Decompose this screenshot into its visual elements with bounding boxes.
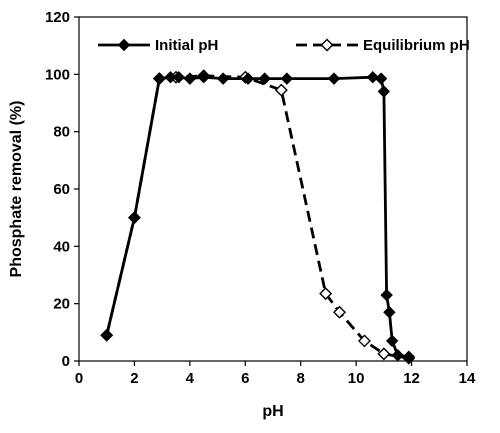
data-point bbox=[383, 306, 396, 319]
data-point bbox=[258, 72, 271, 85]
plot-frame bbox=[78, 16, 468, 362]
legend-item-equilibrium-ph: Equilibrium pH bbox=[296, 37, 470, 54]
series-equilibrium-ph bbox=[100, 69, 416, 365]
data-point bbox=[274, 83, 288, 97]
data-point bbox=[100, 328, 113, 342]
legend: Initial pH Equilibrium pH bbox=[98, 37, 470, 54]
x-tick-label: 2 bbox=[130, 370, 138, 387]
data-point bbox=[377, 347, 391, 361]
x-tick-label: 0 bbox=[75, 370, 83, 387]
data-point bbox=[280, 72, 294, 85]
x-tick-label: 4 bbox=[186, 370, 195, 387]
data-point bbox=[366, 70, 379, 84]
y-tick-label: 40 bbox=[53, 238, 70, 255]
data-point bbox=[183, 72, 197, 85]
data-point bbox=[197, 70, 210, 84]
legend-item-initial-ph: Initial pH bbox=[98, 37, 218, 54]
x-axis-title: pH bbox=[262, 403, 283, 420]
x-tick-label: 12 bbox=[403, 370, 420, 387]
data-point bbox=[164, 70, 177, 84]
legend-label: Initial pH bbox=[155, 37, 218, 54]
y-tick-label: 20 bbox=[53, 296, 70, 313]
y-tick-label: 60 bbox=[53, 181, 70, 198]
series-layer bbox=[100, 69, 416, 365]
data-point bbox=[153, 72, 166, 85]
legend-label: Equilibrium pH bbox=[363, 37, 470, 54]
x-tick-label: 14 bbox=[459, 370, 476, 387]
y-tick-label: 100 bbox=[45, 66, 70, 83]
data-point bbox=[241, 72, 255, 85]
axes: 0 2 4 6 8 10 12 14 0 20 40 60 80 100 120 bbox=[45, 9, 476, 387]
x-tick-label: 6 bbox=[241, 370, 249, 387]
y-tick-label: 0 bbox=[62, 353, 70, 370]
data-point bbox=[327, 72, 341, 85]
data-point bbox=[319, 287, 333, 301]
data-point bbox=[377, 85, 391, 98]
data-point bbox=[216, 72, 230, 85]
data-point bbox=[172, 70, 185, 84]
x-tick-label: 10 bbox=[348, 370, 365, 387]
x-tick-label: 8 bbox=[297, 370, 305, 387]
data-point bbox=[380, 288, 393, 302]
y-axis-title: Phosphate removal (%) bbox=[8, 101, 25, 278]
y-tick-label: 80 bbox=[53, 124, 70, 141]
series-line bbox=[105, 75, 409, 359]
series-initial-ph bbox=[100, 70, 416, 363]
legend-marker bbox=[320, 38, 334, 52]
y-tick-label: 120 bbox=[45, 9, 70, 26]
data-point bbox=[333, 305, 347, 319]
data-point bbox=[374, 72, 388, 85]
data-point bbox=[391, 349, 404, 362]
data-point bbox=[385, 334, 399, 348]
data-point bbox=[357, 334, 371, 348]
data-point bbox=[128, 211, 141, 224]
data-point bbox=[402, 350, 416, 363]
legend-marker bbox=[117, 38, 131, 52]
